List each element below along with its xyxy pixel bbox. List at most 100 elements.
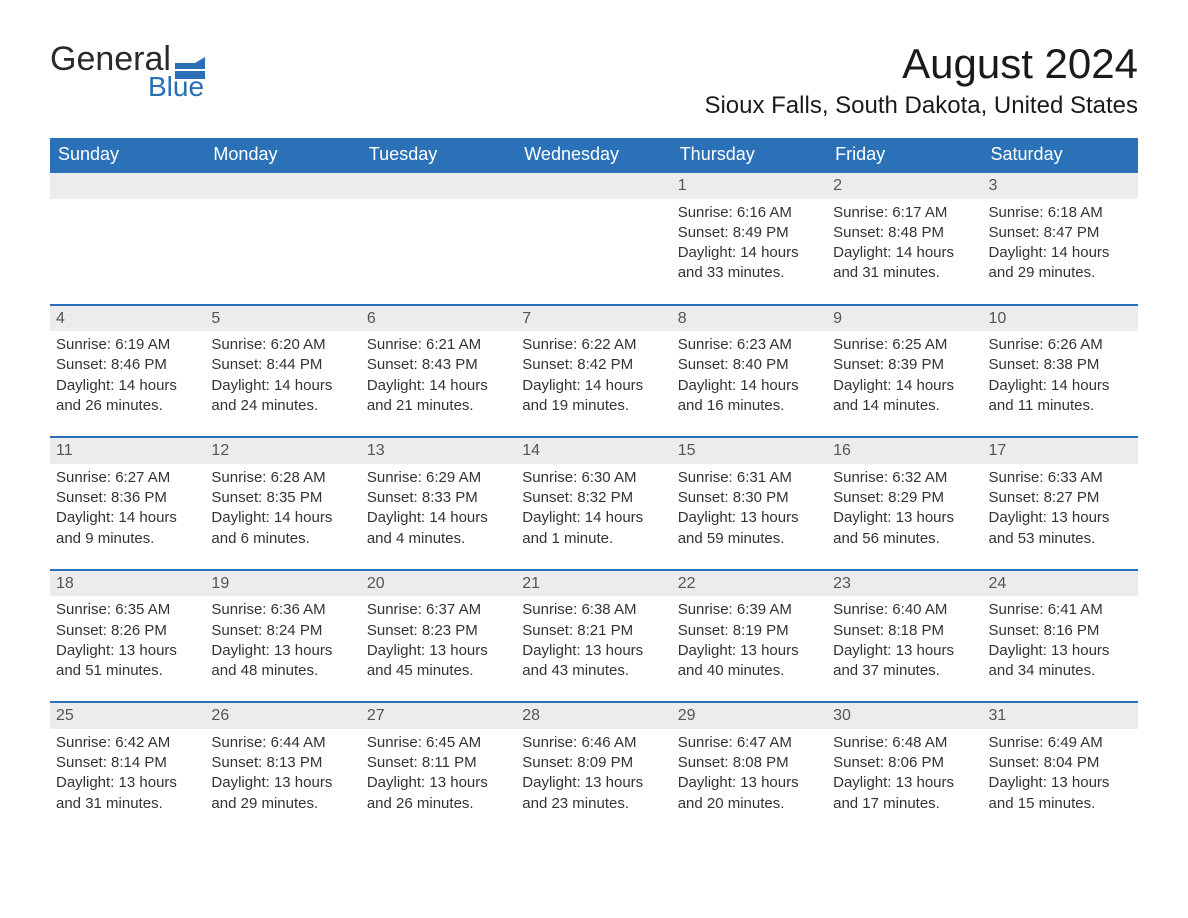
calendar-row: 25 Sunrise: 6:42 AM Sunset: 8:14 PM Dayli… [50,702,1138,834]
day-details: Sunrise: 6:49 AM Sunset: 8:04 PM Dayligh… [989,733,1132,814]
page-title: August 2024 [704,40,1138,88]
day-header: Tuesday [361,138,516,172]
day-number: 25 [50,703,205,729]
calendar-row: 4Sunrise: 6:19 AM Sunset: 8:46 PM Daylig… [50,305,1138,438]
day-details: Sunrise: 6:40 AM Sunset: 8:18 PM Dayligh… [833,600,976,681]
day-number: 20 [361,571,516,597]
day-details: Sunrise: 6:39 AM Sunset: 8:19 PM Dayligh… [678,600,821,681]
day-details: Sunrise: 6:36 AM Sunset: 8:24 PM Dayligh… [211,600,354,681]
day-number: 29 [672,703,827,729]
day-details: Sunrise: 6:38 AM Sunset: 8:21 PM Dayligh… [522,600,665,681]
calendar-cell: 24 Sunrise: 6:41 AM Sunset: 8:16 PM Dayli… [983,570,1138,703]
calendar-cell: 9 Sunrise: 6:25 AM Sunset: 8:39 PM Daylig… [827,305,982,438]
calendar-cell: 8 Sunrise: 6:23 AM Sunset: 8:40 PM Daylig… [672,305,827,438]
calendar-cell: 10 Sunrise: 6:26 AM Sunset: 8:38 PM Dayli… [983,305,1138,438]
calendar-table: SundayMondayTuesdayWednesdayThursdayFrid… [50,138,1138,834]
day-header: Saturday [983,138,1138,172]
day-details: Sunrise: 6:37 AM Sunset: 8:23 PM Dayligh… [367,600,510,681]
day-details: Sunrise: 6:16 AM Sunset: 8:49 PM Dayligh… [678,203,821,284]
day-details: Sunrise: 6:21 AM Sunset: 8:43 PM Dayligh… [367,335,510,416]
calendar-cell: 14Sunrise: 6:30 AM Sunset: 8:32 PM Dayli… [516,437,671,570]
day-details: Sunrise: 6:44 AM Sunset: 8:13 PM Dayligh… [211,733,354,814]
calendar-cell: 18Sunrise: 6:35 AM Sunset: 8:26 PM Dayli… [50,570,205,703]
day-number: 4 [50,306,205,332]
calendar-cell: 19 Sunrise: 6:36 AM Sunset: 8:24 PM Dayli… [205,570,360,703]
day-details: Sunrise: 6:33 AM Sunset: 8:27 PM Dayligh… [989,468,1132,549]
day-details: Sunrise: 6:42 AM Sunset: 8:14 PM Dayligh… [56,733,199,814]
day-details: Sunrise: 6:29 AM Sunset: 8:33 PM Dayligh… [367,468,510,549]
day-details: Sunrise: 6:25 AM Sunset: 8:39 PM Dayligh… [833,335,976,416]
calendar-cell: 25 Sunrise: 6:42 AM Sunset: 8:14 PM Dayli… [50,702,205,834]
day-number: 31 [983,703,1138,729]
calendar-cell: 3 Sunrise: 6:18 AM Sunset: 8:47 PM Daylig… [983,172,1138,305]
day-details: Sunrise: 6:23 AM Sunset: 8:40 PM Dayligh… [678,335,821,416]
day-details: Sunrise: 6:32 AM Sunset: 8:29 PM Dayligh… [833,468,976,549]
day-number: 24 [983,571,1138,597]
calendar-cell: 2Sunrise: 6:17 AM Sunset: 8:48 PM Daylig… [827,172,982,305]
calendar-cell: 30 Sunrise: 6:48 AM Sunset: 8:06 PM Dayli… [827,702,982,834]
day-header: Monday [205,138,360,172]
calendar-cell: 20 Sunrise: 6:37 AM Sunset: 8:23 PM Dayli… [361,570,516,703]
day-header: Thursday [672,138,827,172]
calendar-cell: 5 Sunrise: 6:20 AM Sunset: 8:44 PM Daylig… [205,305,360,438]
day-details: Sunrise: 6:41 AM Sunset: 8:16 PM Dayligh… [989,600,1132,681]
day-header: Friday [827,138,982,172]
day-number: 15 [672,438,827,464]
calendar-cell: 26 Sunrise: 6:44 AM Sunset: 8:13 PM Dayli… [205,702,360,834]
calendar-cell [50,172,205,305]
day-number: 10 [983,306,1138,332]
day-details: Sunrise: 6:22 AM Sunset: 8:42 PM Dayligh… [522,335,665,416]
day-number: 27 [361,703,516,729]
day-details: Sunrise: 6:27 AM Sunset: 8:36 PM Dayligh… [56,468,199,549]
day-number-empty [361,173,516,199]
day-number: 9 [827,306,982,332]
day-details: Sunrise: 6:45 AM Sunset: 8:11 PM Dayligh… [367,733,510,814]
day-number: 23 [827,571,982,597]
day-number: 30 [827,703,982,729]
day-details: Sunrise: 6:17 AM Sunset: 8:48 PM Dayligh… [833,203,976,284]
calendar-cell: 17 Sunrise: 6:33 AM Sunset: 8:27 PM Dayli… [983,437,1138,570]
calendar-cell: 15 Sunrise: 6:31 AM Sunset: 8:30 PM Dayli… [672,437,827,570]
day-details: Sunrise: 6:48 AM Sunset: 8:06 PM Dayligh… [833,733,976,814]
calendar-cell: 23 Sunrise: 6:40 AM Sunset: 8:18 PM Dayli… [827,570,982,703]
day-details: Sunrise: 6:18 AM Sunset: 8:47 PM Dayligh… [989,203,1132,284]
logo: General Blue [50,40,205,103]
day-details: Sunrise: 6:31 AM Sunset: 8:30 PM Dayligh… [678,468,821,549]
day-details: Sunrise: 6:47 AM Sunset: 8:08 PM Dayligh… [678,733,821,814]
header: General Blue August 2024 Sioux Falls, So… [50,40,1138,130]
day-number: 19 [205,571,360,597]
calendar-cell: 6 Sunrise: 6:21 AM Sunset: 8:43 PM Daylig… [361,305,516,438]
day-number: 13 [361,438,516,464]
calendar-body: 1Sunrise: 6:16 AM Sunset: 8:49 PM Daylig… [50,172,1138,834]
calendar-cell: 12 Sunrise: 6:28 AM Sunset: 8:35 PM Dayli… [205,437,360,570]
calendar-cell: 29 Sunrise: 6:47 AM Sunset: 8:08 PM Dayli… [672,702,827,834]
calendar-cell: 22Sunrise: 6:39 AM Sunset: 8:19 PM Dayli… [672,570,827,703]
day-number: 26 [205,703,360,729]
calendar-cell: 27 Sunrise: 6:45 AM Sunset: 8:11 PM Dayli… [361,702,516,834]
day-number-empty [50,173,205,199]
calendar-cell: 1Sunrise: 6:16 AM Sunset: 8:49 PM Daylig… [672,172,827,305]
day-header-row: SundayMondayTuesdayWednesdayThursdayFrid… [50,138,1138,172]
day-number: 21 [516,571,671,597]
title-block: August 2024 Sioux Falls, South Dakota, U… [704,40,1138,130]
calendar-cell [516,172,671,305]
day-details: Sunrise: 6:28 AM Sunset: 8:35 PM Dayligh… [211,468,354,549]
day-number: 28 [516,703,671,729]
day-details: Sunrise: 6:20 AM Sunset: 8:44 PM Dayligh… [211,335,354,416]
day-number: 8 [672,306,827,332]
calendar-cell [205,172,360,305]
day-details: Sunrise: 6:26 AM Sunset: 8:38 PM Dayligh… [989,335,1132,416]
day-number-empty [205,173,360,199]
day-number-empty [516,173,671,199]
calendar-cell: 4Sunrise: 6:19 AM Sunset: 8:46 PM Daylig… [50,305,205,438]
day-number: 3 [983,173,1138,199]
day-number: 5 [205,306,360,332]
day-number: 6 [361,306,516,332]
day-number: 17 [983,438,1138,464]
calendar-cell: 11Sunrise: 6:27 AM Sunset: 8:36 PM Dayli… [50,437,205,570]
day-number: 12 [205,438,360,464]
day-number: 16 [827,438,982,464]
calendar-cell: 31 Sunrise: 6:49 AM Sunset: 8:04 PM Dayli… [983,702,1138,834]
location-subtitle: Sioux Falls, South Dakota, United States [704,92,1138,120]
calendar-row: 11Sunrise: 6:27 AM Sunset: 8:36 PM Dayli… [50,437,1138,570]
